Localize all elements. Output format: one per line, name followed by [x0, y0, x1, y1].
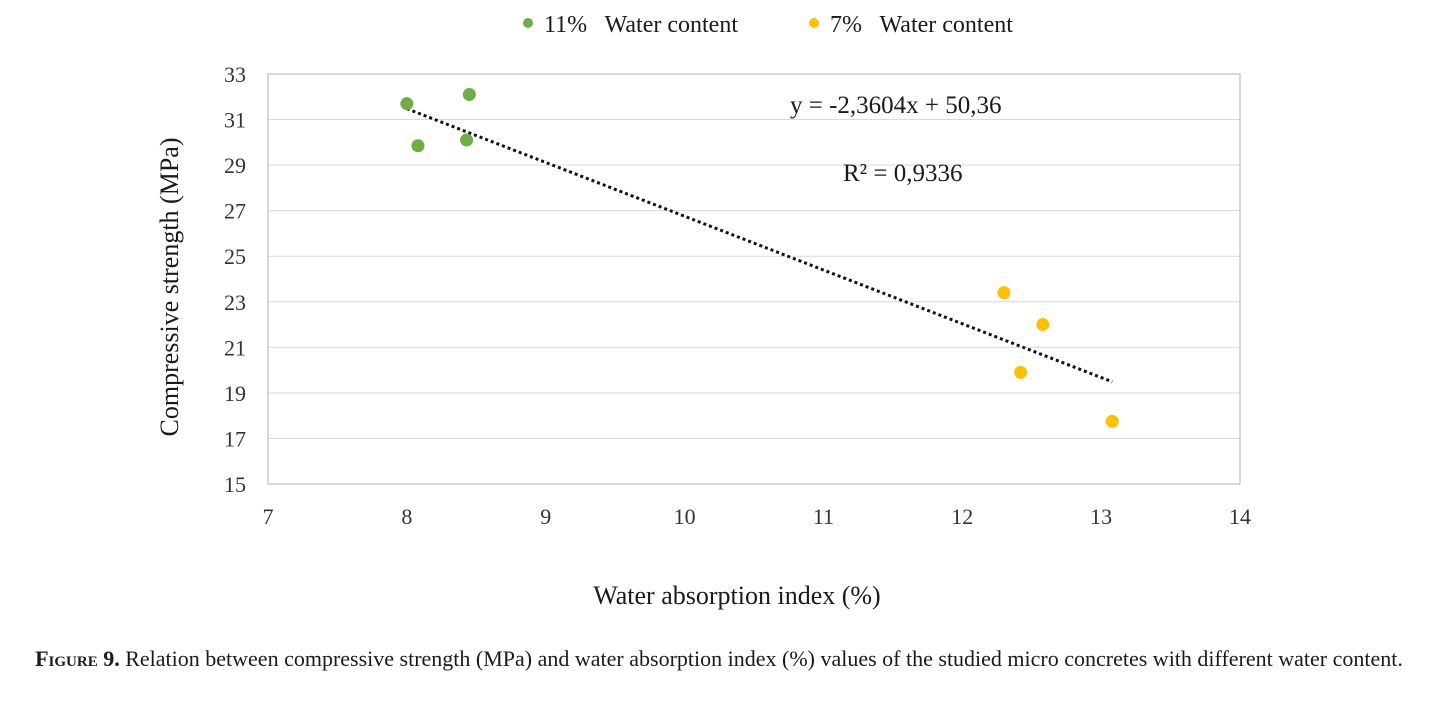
y-axis-ticks: 15 17 19 21 23 25 27 29 31 33	[224, 62, 246, 497]
r-squared: R² = 0,9336	[843, 160, 963, 187]
trendline	[406, 107, 1113, 384]
legend: 11% Water content 7% Water content	[523, 12, 1013, 38]
data-point-series-2	[1036, 318, 1050, 332]
y-tick-label: 23	[224, 290, 246, 315]
legend-label-7pct: 7% Water content	[830, 12, 1013, 38]
x-tick-label: 11	[813, 504, 834, 529]
legend-label-11pct: 11% Water content	[544, 12, 738, 38]
scatter-chart: 11% Water content 7% Water content 15171…	[155, 12, 1252, 610]
y-tick-label: 17	[224, 426, 246, 451]
x-axis-ticks: 7 8 9 10 11 12 13 14	[263, 504, 1252, 529]
data-point-series-2	[1105, 414, 1119, 428]
y-tick-label: 25	[224, 244, 246, 269]
figure-label: Figure 9.	[35, 646, 120, 671]
figure-caption-text: Relation between compressive strength (M…	[119, 646, 1403, 671]
x-tick-label: 8	[401, 504, 412, 529]
y-tick-label: 31	[224, 108, 246, 133]
y-tick-label: 19	[224, 381, 246, 406]
legend-marker-11pct	[523, 18, 533, 28]
data-point-series-2	[997, 286, 1011, 300]
plot-area	[267, 73, 1241, 485]
x-axis-title: Water absorption index (%)	[593, 581, 880, 610]
x-tick-label: 7	[263, 504, 274, 529]
figure-caption: Figure 9. Relation between compressive s…	[0, 644, 1438, 674]
legend-marker-7pct	[809, 18, 819, 28]
data-point-series-1	[462, 88, 476, 101]
y-tick-label: 27	[224, 199, 246, 224]
y-tick-label: 29	[224, 153, 246, 178]
x-tick-label: 9	[540, 504, 551, 529]
gridlines	[268, 73, 1240, 439]
y-tick-label: 21	[224, 335, 246, 360]
trendline-equation: y = -2,3604x + 50,36	[790, 92, 1002, 119]
x-tick-label: 13	[1090, 504, 1112, 529]
data-point-series-1	[460, 133, 474, 147]
data-point-series-1	[400, 97, 414, 111]
y-axis-title: Compressive strength (MPa)	[155, 138, 184, 437]
data-points	[400, 88, 1119, 428]
x-tick-label: 14	[1229, 504, 1251, 529]
data-point-series-1	[411, 139, 425, 153]
x-tick-label: 12	[951, 504, 973, 529]
x-tick-label: 10	[674, 504, 696, 529]
y-tick-label: 33	[224, 62, 246, 87]
data-point-series-2	[1014, 365, 1028, 379]
y-tick-label: 15	[224, 472, 246, 497]
